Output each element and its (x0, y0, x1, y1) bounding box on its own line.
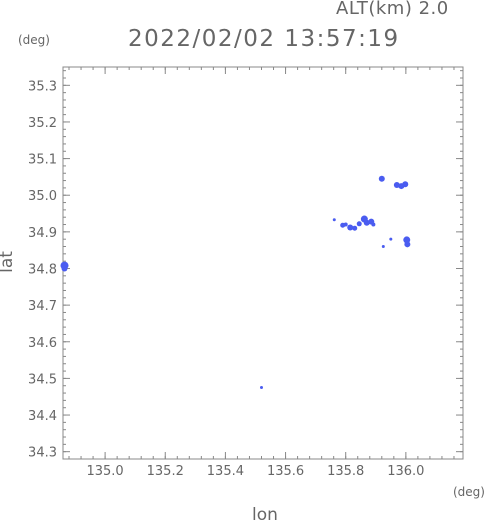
data-point (363, 219, 370, 226)
x-tick-label: 136.0 (387, 464, 424, 479)
data-point (389, 237, 393, 241)
y-tick-label: 35.2 (28, 116, 57, 131)
chart-title-timestamp: 2022/02/02 13:57:19 (128, 26, 400, 52)
data-point (352, 225, 358, 231)
data-points (60, 175, 411, 390)
y-tick-label: 34.8 (28, 262, 57, 277)
data-point (61, 265, 68, 272)
y-unit-label: (deg) (18, 33, 50, 47)
data-point (347, 224, 354, 231)
x-tick-label: 135.6 (267, 464, 304, 479)
x-tick-label: 135.8 (327, 464, 364, 479)
x-tick-label: 135.2 (147, 464, 184, 479)
y-tick-label: 34.4 (28, 409, 57, 424)
data-point (381, 245, 385, 249)
x-tick-label: 135.0 (86, 464, 123, 479)
y-tick-label: 35.0 (28, 189, 57, 204)
x-unit-label: (deg) (453, 485, 485, 499)
data-point (259, 386, 263, 390)
axis-ticks: 34.3 34.4 34.5 34.6 34.7 34.8 34.9 35.0 35.1 35.2… (28, 67, 463, 479)
altitude-label: ALT(km) 2.0 (336, 0, 449, 19)
y-tick-label: 35.1 (28, 153, 57, 168)
y-tick-label: 34.5 (28, 372, 57, 387)
y-axis-label: lat (0, 251, 17, 273)
data-point (404, 241, 411, 248)
data-point (343, 222, 348, 227)
x-tick-label: 135.4 (207, 464, 244, 479)
data-point (378, 175, 385, 182)
x-axis-label: lon (252, 505, 278, 525)
data-point (402, 181, 409, 188)
data-point (332, 218, 336, 222)
y-tick-label: 34.3 (28, 446, 57, 461)
plot-frame (62, 66, 464, 460)
data-point (356, 221, 362, 227)
y-tick-label: 34.9 (28, 226, 57, 241)
y-tick-label: 34.7 (28, 299, 57, 314)
y-tick-label: 35.3 (28, 79, 57, 94)
data-point (393, 181, 400, 188)
y-tick-label: 34.6 (28, 336, 57, 351)
data-point (371, 222, 376, 227)
